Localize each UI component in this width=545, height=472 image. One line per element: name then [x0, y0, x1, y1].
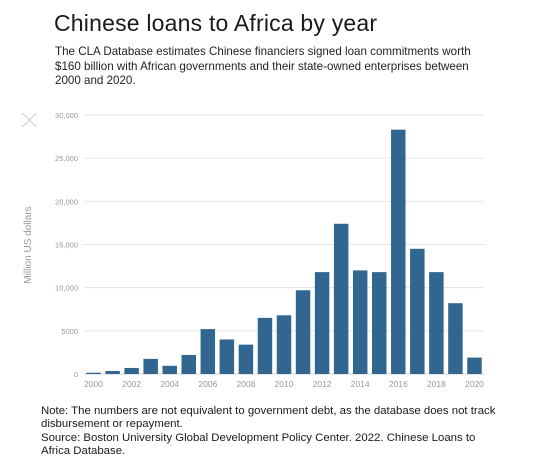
y-tick-label: 0	[74, 370, 78, 379]
bar-2010[interactable]	[276, 315, 292, 374]
x-tick-label: 2000	[84, 379, 103, 389]
bar-2013[interactable]	[333, 223, 349, 374]
bar-2000[interactable]	[86, 372, 101, 374]
bar-2016[interactable]	[391, 129, 406, 374]
x-tick-label: 2008	[236, 379, 255, 389]
y-tick-label: 30,000	[55, 111, 78, 120]
bar-2008[interactable]	[238, 344, 254, 374]
bar-2006[interactable]	[200, 329, 216, 374]
gridlines	[84, 114, 484, 375]
bar-2019[interactable]	[448, 303, 463, 374]
chart-title: Chinese loans to Africa by year	[54, 10, 378, 36]
bar-chart: Million US dollars 0 5000 10,000 15,000 20,0…	[23, 111, 484, 389]
y-tick-label: 10,000	[55, 284, 78, 293]
bar-2004[interactable]	[162, 365, 177, 374]
x-tick-label: 2016	[389, 379, 408, 389]
bar-2002[interactable]	[124, 367, 139, 374]
bar-2003[interactable]	[143, 358, 158, 374]
x-tick-label: 2012	[313, 379, 332, 389]
x-tick-label: 2006	[198, 379, 217, 389]
y-tick-label: 25,000	[55, 154, 78, 163]
bar-2005[interactable]	[181, 355, 196, 374]
footnote: Note: The numbers are not equivalent to …	[41, 405, 501, 459]
note-text: Note: The numbers are not equivalent to …	[41, 405, 496, 431]
source-text: Source: Boston University Global Develop…	[41, 431, 476, 458]
x-tick-label: 2004	[160, 379, 179, 389]
y-tick-label: 5000	[61, 327, 78, 336]
bar-2001[interactable]	[105, 370, 120, 374]
bar-2011[interactable]	[295, 290, 311, 374]
x-tick-label: 2002	[122, 379, 141, 389]
chart-subtitle: The CLA Database estimates Chinese finan…	[55, 45, 471, 88]
x-tick-label: 2014	[351, 379, 370, 389]
y-tick-label: 15,000	[55, 241, 78, 250]
bar-2020[interactable]	[467, 357, 482, 374]
x-axis-ticks: 2000 2002 2004 2006 2008 2010 2012 2014 2016 2018…	[84, 379, 484, 389]
x-tick-label: 2010	[275, 379, 294, 389]
bars	[86, 129, 482, 374]
bar-2012[interactable]	[314, 272, 330, 374]
x-tick-label: 2018	[427, 379, 446, 389]
bar-2018[interactable]	[429, 272, 444, 374]
bar-2009[interactable]	[257, 317, 273, 374]
y-tick-label: 20,000	[55, 197, 78, 206]
bar-2015[interactable]	[372, 272, 387, 374]
y-axis-ticks: 0 5000 10,000 15,000 20,000 25,000 30,000	[55, 111, 78, 379]
bar-2007[interactable]	[219, 339, 235, 374]
bar-2014[interactable]	[352, 270, 368, 374]
bar-2017[interactable]	[410, 248, 425, 374]
x-tick-label: 2020	[465, 379, 484, 389]
y-axis-label: Million US dollars	[23, 206, 34, 283]
